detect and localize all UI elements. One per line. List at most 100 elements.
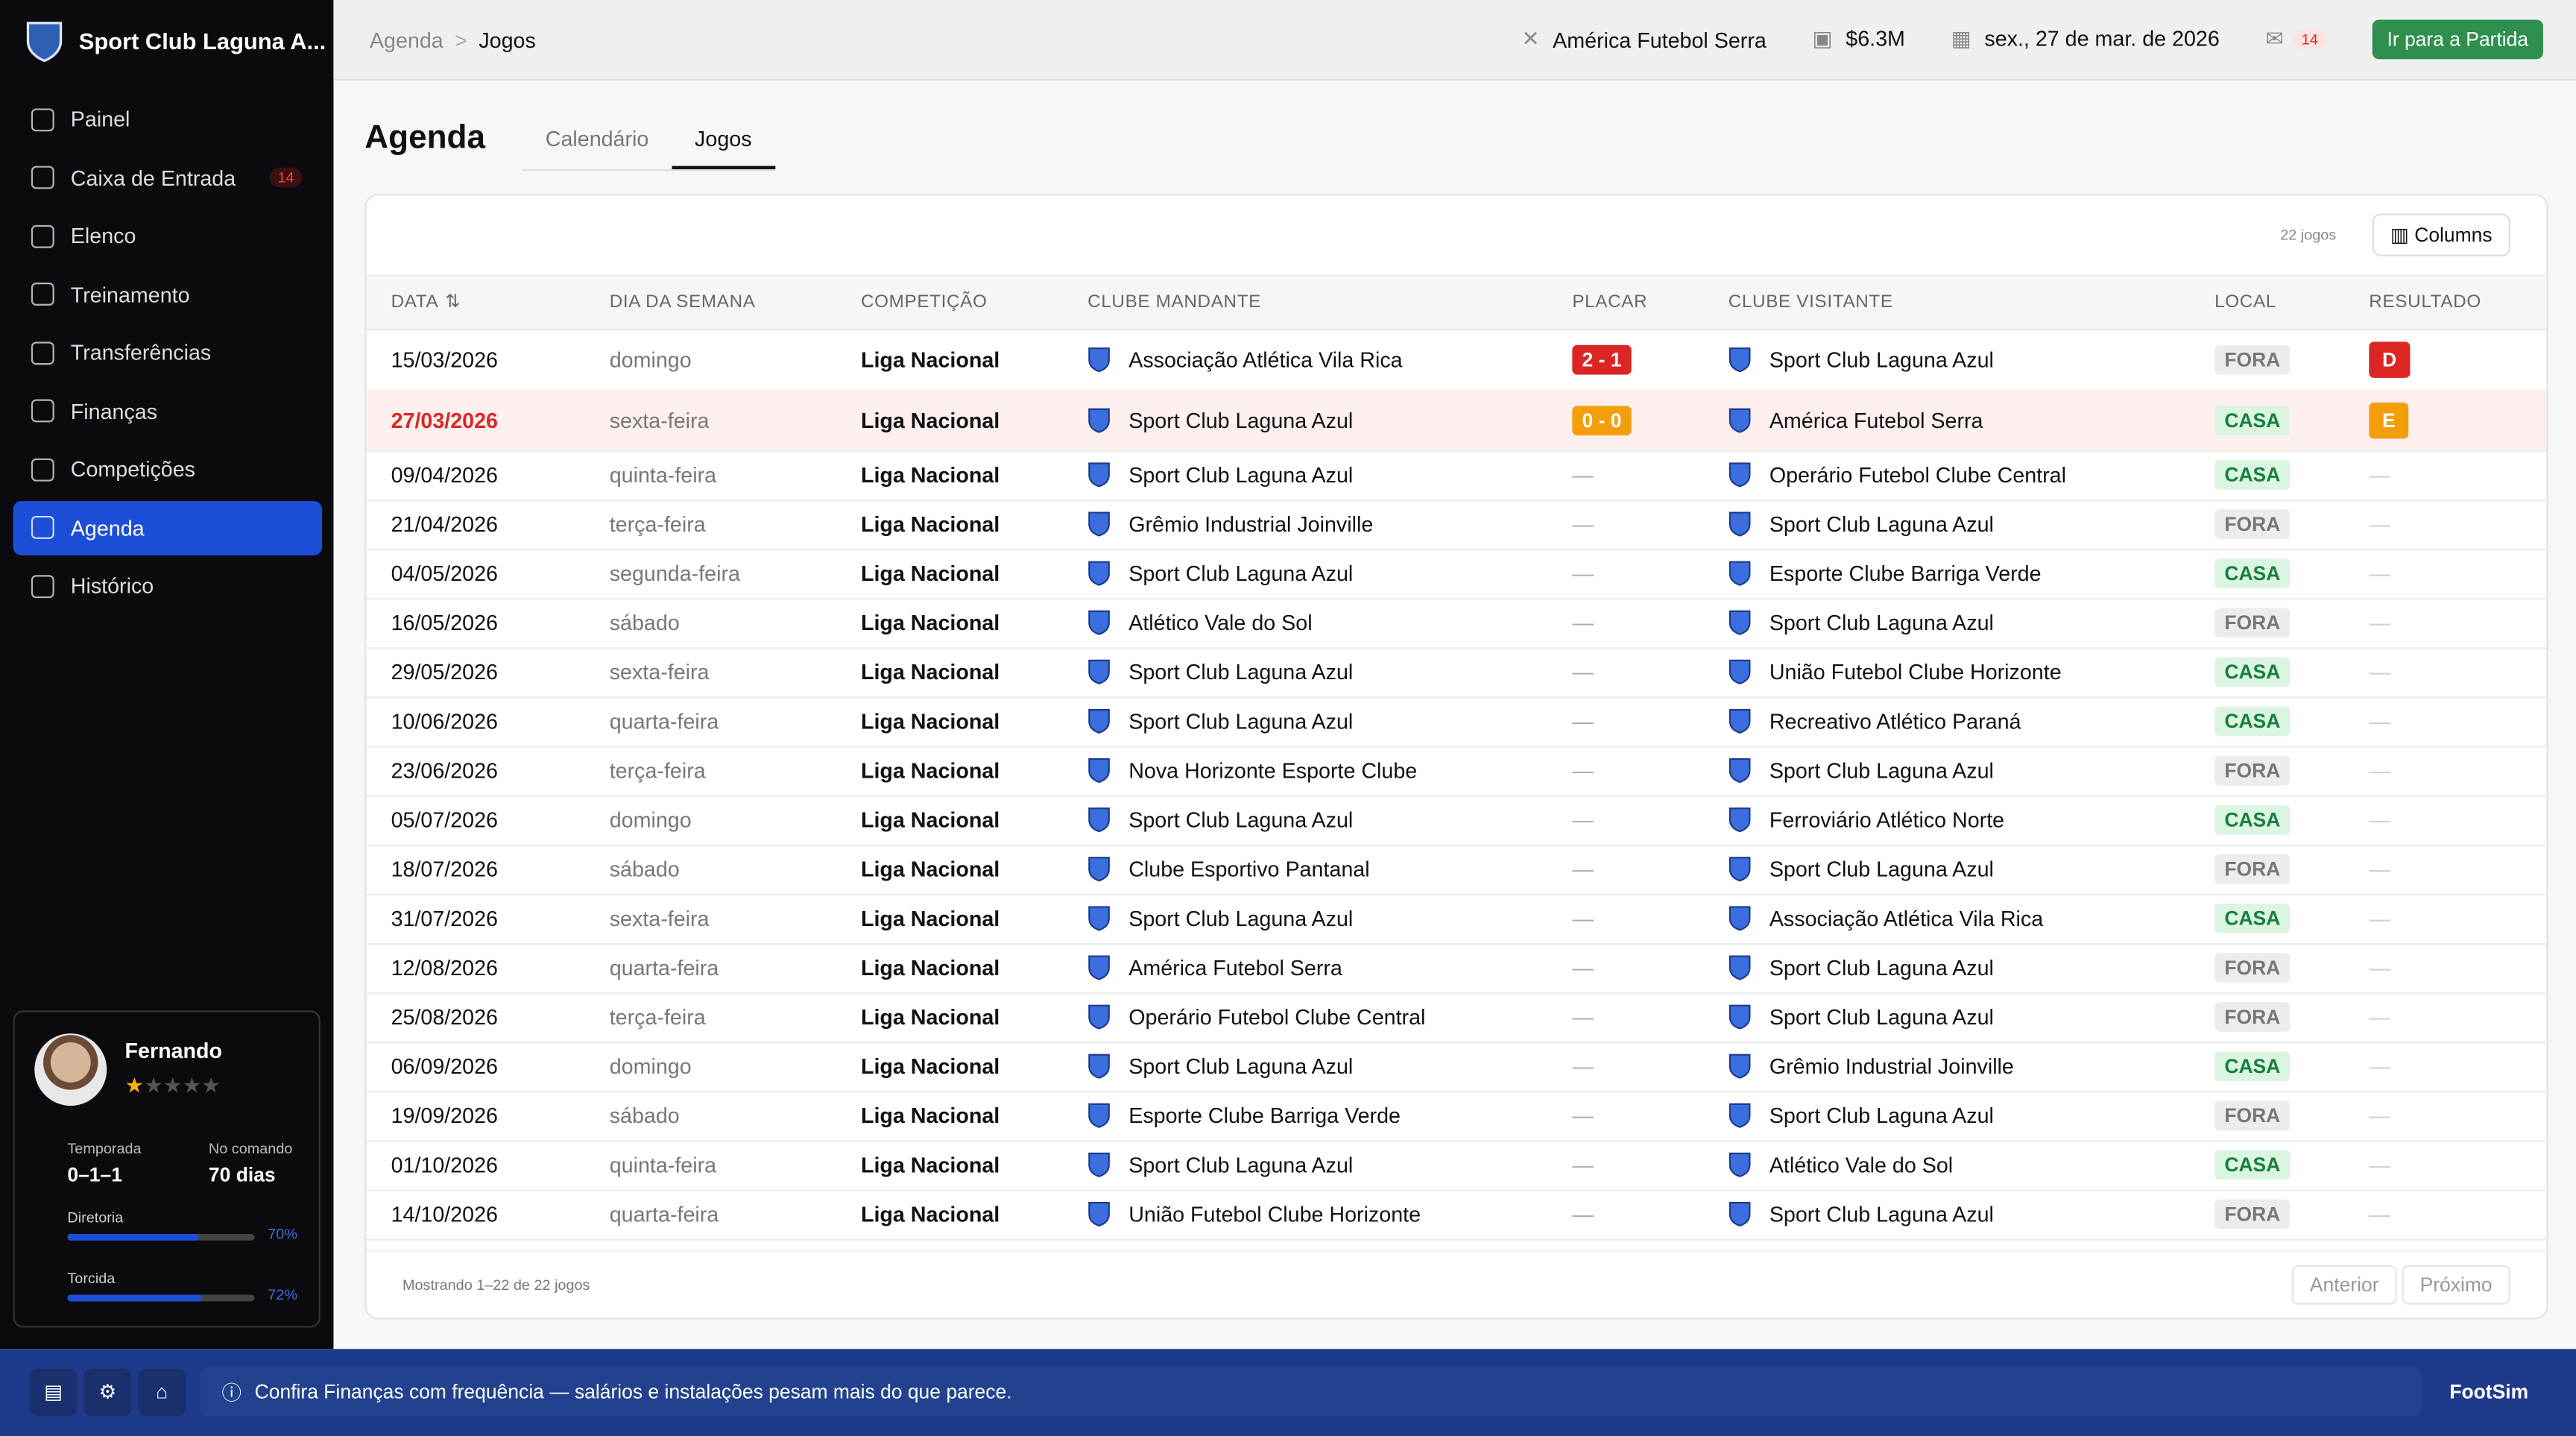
result: —: [2369, 1004, 2390, 1030]
match-count: 22 jogos: [2280, 227, 2337, 244]
home-button[interactable]: ⌂: [138, 1368, 186, 1417]
competition: Liga Nacional: [860, 857, 1000, 882]
crest: [1729, 758, 1752, 784]
competition: Liga Nacional: [860, 407, 1000, 432]
table-row[interactable]: 31/07/2026 sexta-feira Liga Nacional Sport …: [366, 894, 2547, 945]
columns-button[interactable]: ▥ Columns: [2372, 213, 2510, 256]
settings-button[interactable]: ⚙: [83, 1368, 132, 1417]
meter-label: Torcida: [67, 1270, 116, 1287]
table-row[interactable]: 25/08/2026 terça-feira Liga Nacional Operár…: [366, 992, 2547, 1044]
table-row[interactable]: 23/06/2026 terça-feira Liga Nacional Nova H…: [366, 746, 2547, 797]
nav-label: Agenda: [70, 514, 145, 540]
table-row[interactable]: 04/05/2026 segunda-feira Liga Nacional Spor…: [366, 549, 2547, 600]
crest: [1087, 346, 1111, 372]
table-row[interactable]: 21/04/2026 terça-feira Liga Nacional Grêmio…: [366, 500, 2547, 551]
table-row[interactable]: 01/10/2026 quinta-feira Liga Nacional Sport…: [366, 1140, 2547, 1191]
meter-fill: [67, 1233, 199, 1241]
bottom-bar: ▤ ⚙ ⌂ ⓘ Confira Finanças com frequência —…: [0, 1349, 2576, 1436]
crest: [1729, 807, 1752, 833]
date: 06/09/2026: [391, 1054, 499, 1079]
venue: CASA: [2214, 657, 2291, 687]
nav-icon: [31, 457, 54, 481]
date: 12/08/2026: [391, 955, 499, 980]
nav-item[interactable]: Transferências: [13, 325, 322, 380]
venue: CASA: [2214, 1150, 2291, 1180]
score: —: [1572, 1152, 1594, 1177]
table-row[interactable]: 12/08/2026 quarta-feira Liga Nacional Améri…: [366, 943, 2547, 995]
table-row[interactable]: 27/03/2026 sexta-feira Liga Nacional Sport …: [366, 389, 2547, 453]
table-row[interactable]: 18/07/2026 sábado Liga Nacional Clube Espor…: [366, 845, 2547, 896]
tab[interactable]: Jogos: [672, 115, 775, 169]
meter-label: Diretoria: [67, 1209, 124, 1226]
nav: Painel Caixa de Entrada 14 Elenco Treinament…: [13, 92, 323, 617]
tab[interactable]: Calendário: [545, 126, 649, 151]
competition: Liga Nacional: [860, 610, 1000, 635]
nav-item[interactable]: Caixa de Entrada 14: [13, 151, 322, 205]
home-club: Associação Atlética Vila Rica: [1128, 346, 1403, 372]
nav-icon: [31, 574, 54, 598]
mail-box[interactable]: ✉ 14: [2266, 26, 2326, 52]
tenure: 70 dias: [208, 1163, 276, 1187]
nav-label: Competições: [70, 456, 196, 482]
weekday: terça-feira: [609, 758, 706, 784]
competition: Liga Nacional: [860, 758, 1000, 784]
crest: [1087, 1152, 1111, 1178]
star: ★: [182, 1073, 202, 1098]
topbar: Agenda > Jogos ✕ América Futebol Serra ▣ $…: [333, 0, 2576, 81]
home-club: Esporte Clube Barriga Verde: [1128, 1103, 1401, 1128]
result: —: [2369, 561, 2390, 586]
away-club: Sport Club Laguna Azul: [1769, 1103, 1994, 1128]
go-to-match[interactable]: Ir para a Partida: [2372, 19, 2543, 60]
date: 25/08/2026: [391, 1004, 499, 1030]
nav-item[interactable]: Finanças: [13, 384, 322, 438]
breadcrumb-root[interactable]: Agenda: [369, 27, 443, 52]
table-row[interactable]: 10/06/2026 quarta-feira Liga Nacional Sport…: [366, 696, 2547, 748]
table-row[interactable]: 19/09/2026 sábado Liga Nacional Esporte Clu…: [366, 1091, 2547, 1142]
venue: FORA: [2214, 953, 2291, 983]
score: —: [1572, 758, 1594, 784]
save-button[interactable]: ▤: [29, 1368, 78, 1417]
result: E: [2369, 401, 2409, 438]
meter-value: 72%: [268, 1286, 297, 1303]
nav-badge: 14: [269, 167, 303, 188]
crest: [1729, 954, 1752, 980]
result: —: [2369, 462, 2390, 488]
home-club: Sport Club Laguna Azul: [1128, 407, 1354, 432]
club-header[interactable]: Sport Club Laguna A...: [26, 19, 326, 63]
table-row[interactable]: 14/10/2026 quarta-feira Liga Nacional União…: [366, 1189, 2547, 1241]
nav-item[interactable]: Elenco: [13, 209, 322, 263]
result: —: [2369, 758, 2390, 784]
club-name: Sport Club Laguna A...: [78, 28, 326, 54]
date: 15/03/2026: [391, 346, 499, 372]
away-club: Ferroviário Atlético Norte: [1769, 807, 2005, 833]
table-row[interactable]: 06/09/2026 domingo Liga Nacional Sport Club…: [366, 1042, 2547, 1093]
breadcrumb-sep: >: [455, 27, 467, 52]
next-button[interactable]: Próximo: [2402, 1265, 2510, 1305]
score: —: [1572, 610, 1594, 635]
nav-item[interactable]: Treinamento: [13, 267, 322, 321]
table-row[interactable]: 09/04/2026 quinta-feira Liga Nacional Sport…: [366, 450, 2547, 502]
home-club: Sport Club Laguna Azul: [1128, 807, 1354, 833]
nav-item[interactable]: Painel: [13, 92, 322, 146]
prev-button[interactable]: Anterior: [2291, 1265, 2397, 1305]
crest: [1729, 1004, 1752, 1030]
nav-item[interactable]: Agenda: [13, 500, 323, 555]
home-club: Atlético Vale do Sol: [1128, 610, 1313, 635]
nav-label: Histórico: [70, 573, 154, 599]
competition: Liga Nacional: [860, 511, 1000, 537]
nav-item[interactable]: Competições: [13, 442, 322, 497]
away-club: Operário Futebol Clube Central: [1769, 462, 2066, 488]
table-row[interactable]: 15/03/2026 domingo Liga Nacional Associação…: [366, 329, 2547, 391]
column-header: PLACAR: [1572, 292, 1648, 312]
table-row[interactable]: 16/05/2026 sábado Liga Nacional Atlético Va…: [366, 598, 2547, 649]
competition: Liga Nacional: [860, 708, 1000, 734]
table-row[interactable]: 29/05/2026 sexta-feira Liga Nacional Sport …: [366, 647, 2547, 699]
venue: FORA: [2214, 509, 2291, 539]
away-club: Atlético Vale do Sol: [1769, 1152, 1954, 1177]
nav-item[interactable]: Histórico: [13, 558, 322, 613]
crest: [1087, 659, 1111, 685]
table-row[interactable]: 05/07/2026 domingo Liga Nacional Sport Club…: [366, 796, 2547, 846]
result: —: [2369, 955, 2390, 980]
column-header[interactable]: DATA: [391, 292, 439, 312]
avatar: [34, 1033, 107, 1106]
